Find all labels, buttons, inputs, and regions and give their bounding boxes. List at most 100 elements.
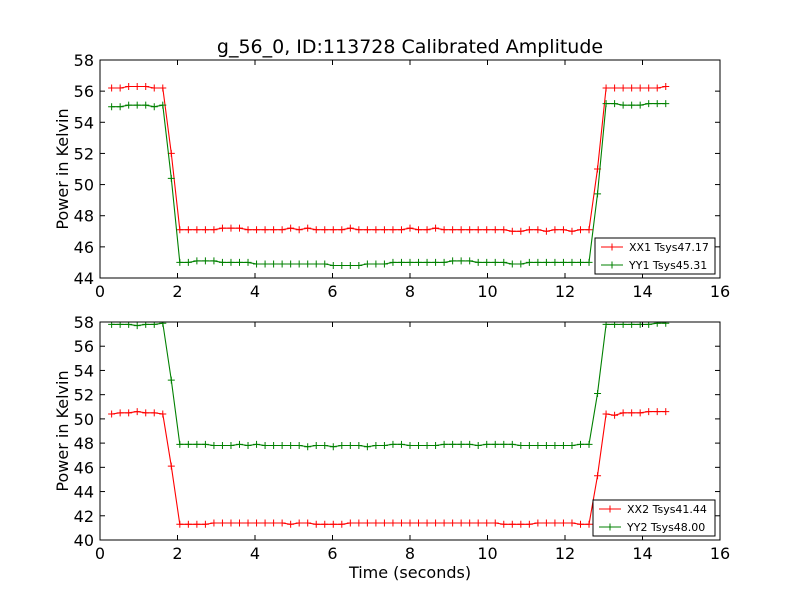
data-point bbox=[150, 409, 158, 417]
data-point bbox=[167, 174, 175, 182]
y-tick-label: 54 bbox=[74, 361, 94, 380]
data-point bbox=[253, 260, 261, 268]
data-point bbox=[218, 258, 226, 266]
data-point bbox=[150, 103, 158, 111]
data-point bbox=[415, 226, 423, 234]
data-point bbox=[278, 519, 286, 527]
data-point bbox=[423, 226, 431, 234]
data-point bbox=[278, 260, 286, 268]
data-point bbox=[321, 520, 329, 528]
legend-marker bbox=[606, 523, 614, 531]
data-point bbox=[116, 409, 124, 417]
data-point bbox=[542, 258, 550, 266]
data-point bbox=[167, 376, 175, 384]
legend-marker bbox=[608, 243, 616, 251]
data-point bbox=[346, 519, 354, 527]
data-point bbox=[619, 101, 627, 109]
data-point bbox=[355, 442, 363, 450]
data-point bbox=[167, 462, 175, 470]
x-tick-label: 4 bbox=[250, 282, 260, 301]
data-point bbox=[133, 408, 141, 416]
data-point bbox=[184, 520, 192, 528]
data-point bbox=[508, 440, 516, 448]
x-tick-label: 6 bbox=[327, 282, 337, 301]
data-point bbox=[602, 100, 610, 108]
data-point bbox=[329, 443, 337, 451]
y-tick-label: 52 bbox=[74, 386, 94, 405]
data-point bbox=[602, 84, 610, 92]
data-point bbox=[304, 443, 312, 451]
data-point bbox=[619, 409, 627, 417]
x-tick-label: 14 bbox=[632, 544, 652, 563]
series-2 bbox=[108, 322, 670, 451]
data-point bbox=[142, 409, 150, 417]
data-point bbox=[227, 519, 235, 527]
data-point bbox=[500, 520, 508, 528]
data-point bbox=[304, 224, 312, 232]
data-point bbox=[457, 519, 465, 527]
data-point bbox=[466, 257, 474, 265]
data-point bbox=[329, 520, 337, 528]
data-point bbox=[278, 442, 286, 450]
data-point bbox=[568, 227, 576, 235]
y-tick-label: 54 bbox=[74, 113, 94, 132]
y-tick-label: 58 bbox=[74, 51, 94, 70]
legend-label: XX1 Tsys47.17 bbox=[629, 241, 709, 254]
data-point bbox=[380, 519, 388, 527]
x-tick-label: 12 bbox=[555, 544, 575, 563]
legend-marker bbox=[606, 505, 614, 513]
data-point bbox=[559, 226, 567, 234]
data-point bbox=[474, 442, 482, 450]
data-point bbox=[321, 442, 329, 450]
data-point bbox=[236, 519, 243, 527]
data-point bbox=[525, 442, 533, 450]
data-point bbox=[125, 101, 133, 109]
data-point bbox=[432, 258, 440, 266]
data-point bbox=[628, 409, 636, 417]
data-point bbox=[508, 260, 516, 268]
y-axis-label: Power in Kelvin bbox=[53, 108, 72, 229]
data-point bbox=[329, 226, 337, 234]
data-point bbox=[636, 84, 644, 92]
data-point bbox=[406, 258, 414, 266]
data-point bbox=[193, 440, 201, 448]
x-tick-label: 10 bbox=[477, 282, 497, 301]
data-point bbox=[594, 389, 602, 397]
data-point bbox=[363, 519, 371, 527]
data-point bbox=[517, 260, 525, 268]
data-point bbox=[201, 440, 209, 448]
data-point bbox=[653, 322, 661, 327]
data-point bbox=[116, 103, 124, 111]
data-point bbox=[210, 257, 218, 265]
data-point bbox=[577, 258, 584, 266]
data-point bbox=[125, 409, 133, 417]
data-point bbox=[432, 442, 440, 450]
data-point bbox=[193, 257, 201, 265]
data-point bbox=[628, 84, 636, 92]
data-point bbox=[236, 258, 243, 266]
data-point bbox=[295, 519, 303, 527]
y-tick-label: 50 bbox=[74, 176, 94, 195]
data-point bbox=[491, 519, 499, 527]
data-point bbox=[440, 440, 448, 448]
data-point bbox=[662, 82, 670, 90]
data-point bbox=[287, 260, 295, 268]
data-point bbox=[244, 519, 252, 527]
data-point bbox=[372, 442, 380, 450]
data-point bbox=[585, 520, 593, 528]
data-point bbox=[525, 258, 533, 266]
data-point bbox=[636, 409, 644, 417]
x-axis-label: Time (seconds) bbox=[348, 563, 471, 582]
y-tick-label: 46 bbox=[74, 458, 94, 477]
data-point bbox=[261, 442, 269, 450]
data-point bbox=[380, 442, 388, 450]
data-point bbox=[270, 519, 278, 527]
data-point bbox=[184, 258, 192, 266]
data-point bbox=[210, 519, 218, 527]
data-point bbox=[653, 100, 661, 108]
legend-box bbox=[592, 499, 716, 537]
data-point bbox=[585, 440, 593, 448]
data-point bbox=[346, 442, 354, 450]
data-point bbox=[508, 520, 516, 528]
